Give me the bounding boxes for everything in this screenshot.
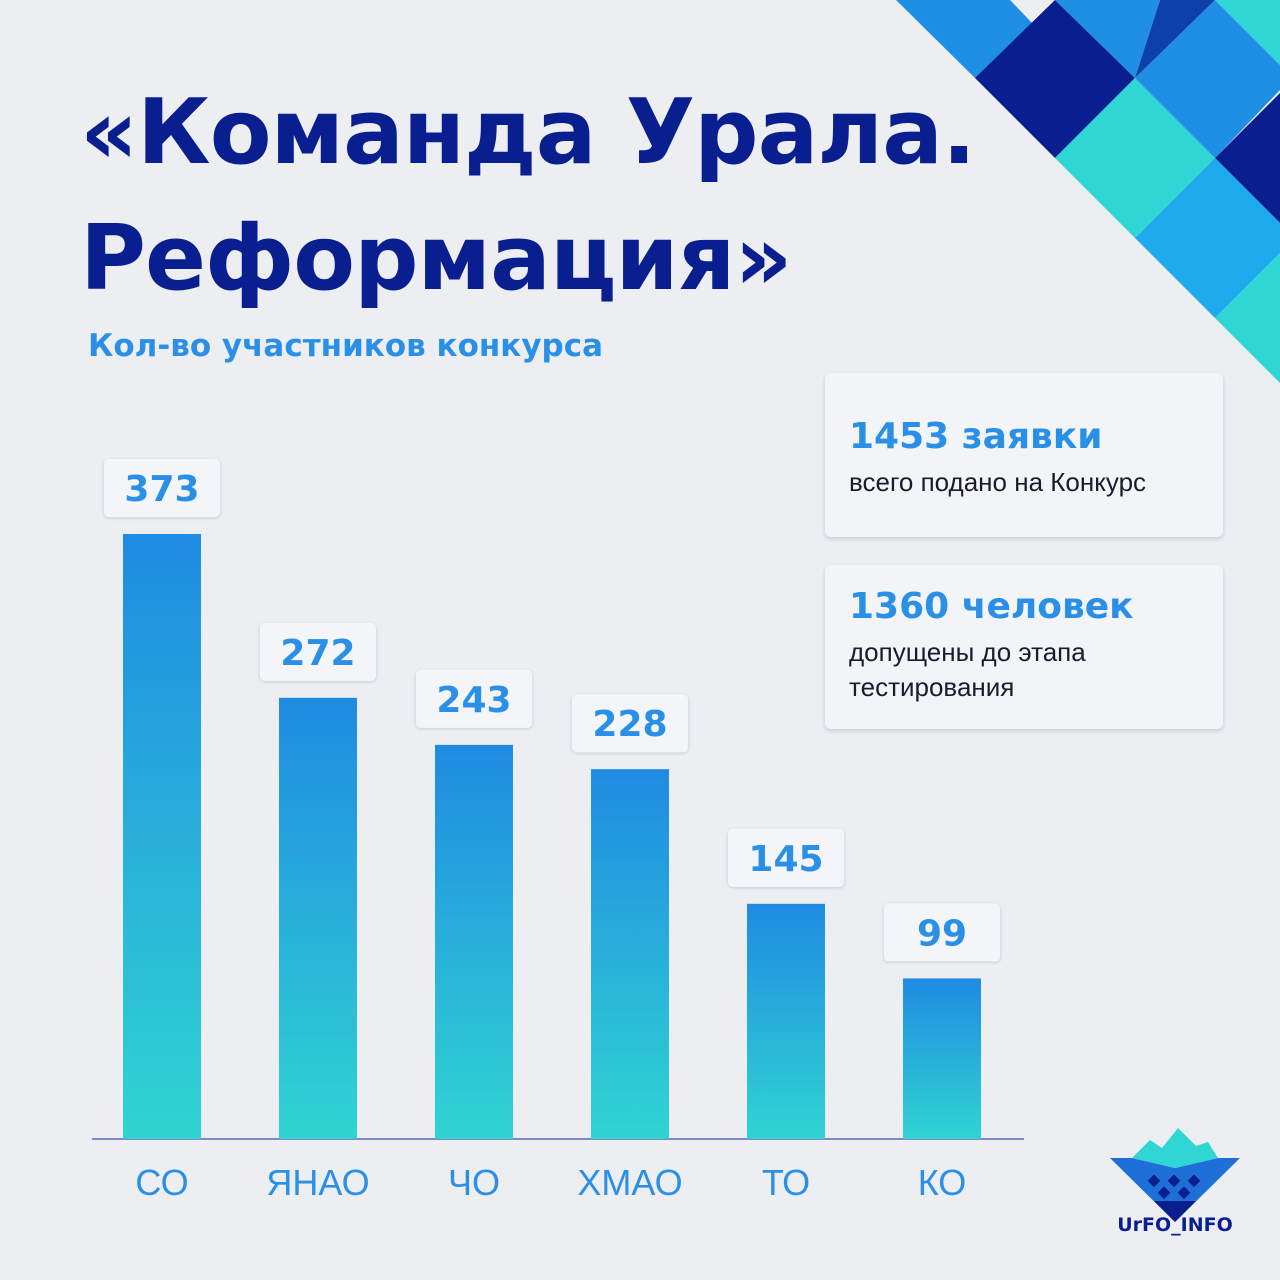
data-label-box — [572, 694, 688, 753]
data-label: 145 — [748, 839, 823, 880]
title-line-1: «Команда Урала. — [80, 80, 976, 185]
category-label: ЯНАО — [266, 1162, 369, 1203]
stat-value: 1453 заявки — [849, 416, 1103, 457]
stat-value: 1360 человек — [849, 586, 1134, 627]
data-label: 99 — [917, 913, 967, 954]
data-label-box — [104, 459, 220, 517]
data-label: 243 — [436, 680, 511, 721]
data-label-box — [884, 903, 1000, 962]
stat-description: допущены до этапа тестирования — [849, 637, 1086, 702]
category-label: ХМАО — [577, 1162, 682, 1203]
logo-text: UrFO_INFO — [1117, 1214, 1233, 1236]
ural-mountains-logo-icon — [1110, 1128, 1240, 1222]
data-label-box — [260, 622, 376, 681]
data-label: 228 — [592, 704, 667, 745]
bar-ТО — [747, 903, 825, 1139]
page-title: «Команда Урала. Реформация» — [80, 70, 976, 322]
data-label: 272 — [280, 633, 355, 674]
stat-description: всего подано на Конкурс — [849, 467, 1147, 497]
category-label: КО — [918, 1162, 967, 1203]
stat-card-applications: 1453 заявки всего подано на Конкурс — [825, 373, 1223, 537]
bar-КО — [903, 978, 981, 1139]
bar-ЧО — [435, 744, 513, 1139]
chart-subtitle: Кол-во участников конкурса — [88, 328, 604, 364]
category-label: СО — [135, 1162, 188, 1203]
data-label-box — [728, 828, 844, 887]
category-label: ТО — [762, 1162, 810, 1203]
category-label: ЧО — [448, 1162, 500, 1203]
bar-СО — [123, 534, 201, 1139]
data-label-box — [416, 669, 532, 728]
data-label: 373 — [124, 469, 199, 510]
bar-ХМАО — [591, 769, 669, 1139]
stat-card-admitted: 1360 человек допущены до этапа тестирова… — [825, 565, 1223, 729]
title-line-2: Реформация» — [80, 206, 793, 311]
bar-ЯНАО — [279, 697, 357, 1139]
